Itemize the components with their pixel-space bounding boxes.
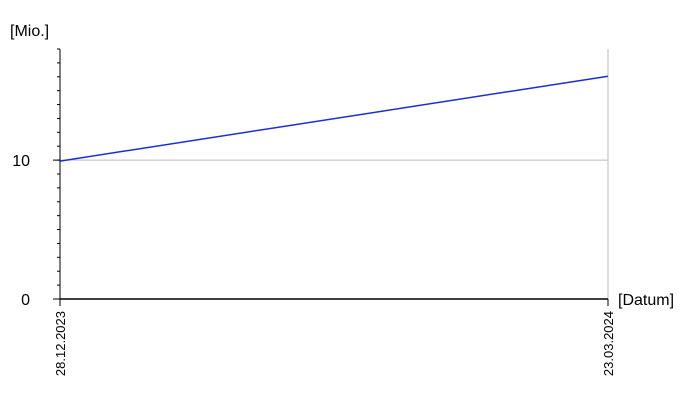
y-tick-label: 10 [12, 153, 30, 170]
x-tick-label: 28.12.2023 [53, 311, 68, 376]
x-tick-label: 23.03.2024 [601, 311, 616, 376]
y-tick-label: 0 [21, 292, 30, 309]
x-axis-label: [Datum] [618, 292, 674, 309]
data-line [59, 75, 609, 162]
y-axis-label: [Mio.] [10, 23, 49, 40]
